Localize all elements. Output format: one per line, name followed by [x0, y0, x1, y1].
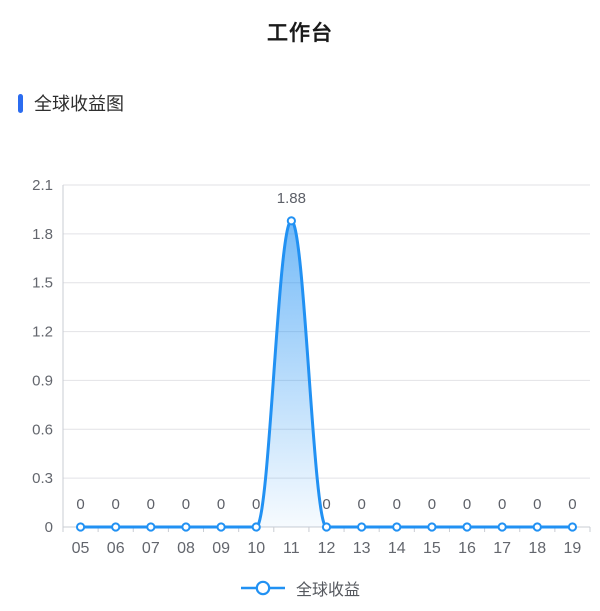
x-tick-label: 07	[142, 540, 160, 557]
y-tick-label: 1.5	[32, 275, 53, 292]
data-point-marker[interactable]	[567, 522, 578, 532]
data-point-marker[interactable]	[462, 522, 472, 532]
data-point-label: 0	[322, 496, 330, 513]
data-point-marker[interactable]	[357, 522, 367, 532]
x-tick-label: 08	[177, 540, 195, 557]
y-tick-label: 0.6	[32, 421, 53, 438]
x-tick-label: 17	[493, 540, 511, 557]
y-tick-label: 2.1	[32, 177, 53, 194]
data-point-label: 0	[252, 496, 260, 513]
legend-label: 全球收益	[295, 582, 360, 599]
revenue-chart: 0 0.3 0.6 0.9 1.2 1.5 1.8 2.1 05 06 07 08 09 10 11 12 13…	[0, 160, 600, 611]
data-point-label: 0	[217, 496, 225, 513]
data-point-marker[interactable]	[286, 216, 296, 226]
data-point-marker[interactable]	[251, 522, 261, 532]
data-point-marker[interactable]	[321, 522, 332, 532]
section-header: 全球收益图	[18, 90, 124, 116]
y-tick-label: 1.8	[32, 226, 53, 243]
data-point-marker[interactable]	[146, 522, 156, 532]
section-accent-bar-icon	[18, 93, 23, 113]
x-tick-label: 10	[247, 540, 265, 557]
legend-item-global-revenue[interactable]: 全球收益	[0, 576, 600, 600]
y-tick-label: 0	[45, 519, 53, 536]
x-tick-label: 14	[388, 540, 406, 557]
y-tick-label: 0.3	[32, 470, 53, 487]
data-point-label: 0	[76, 496, 84, 513]
x-tick-label: 16	[458, 540, 476, 557]
section-title: 全球收益图	[34, 94, 124, 114]
data-point-marker[interactable]	[111, 522, 121, 532]
data-point-marker[interactable]	[392, 522, 402, 532]
data-point-label: 0	[533, 496, 541, 513]
data-point-marker[interactable]	[427, 522, 437, 532]
data-point-label: 0	[112, 496, 120, 513]
revenue-chart-canvas: 0 0.3 0.6 0.9 1.2 1.5 1.8 2.1 05 06 07 08 09 10 11 12 13…	[32, 177, 591, 557]
x-tick-label: 11	[283, 540, 300, 557]
data-point-label: 0	[568, 496, 576, 513]
legend-line-icon	[240, 580, 285, 596]
x-tick-label: 18	[528, 540, 546, 557]
data-point-marker[interactable]	[75, 522, 86, 532]
data-point-label: 1.88	[277, 190, 306, 207]
data-point-label: 0	[428, 496, 436, 513]
page-title: 工作台	[267, 22, 333, 45]
data-point-label: 0	[463, 496, 471, 513]
x-tick-label: 15	[423, 540, 441, 557]
data-point-label: 0	[357, 496, 365, 513]
x-tick-label: 09	[212, 540, 230, 557]
series-area	[80, 220, 573, 528]
series-line	[79, 219, 574, 529]
data-point-label: 0	[393, 496, 401, 513]
data-point-marker[interactable]	[497, 522, 507, 532]
x-tick-label: 19	[564, 540, 582, 557]
data-point-marker[interactable]	[532, 522, 542, 532]
data-point-label: 0	[182, 496, 190, 513]
x-tick-label: 05	[72, 540, 90, 557]
data-point-marker[interactable]	[181, 522, 191, 532]
y-tick-label: 1.2	[32, 324, 53, 341]
x-tick-label: 13	[353, 540, 371, 557]
data-point-marker[interactable]	[216, 522, 226, 532]
data-point-label: 0	[147, 496, 155, 513]
x-tick-label: 06	[107, 540, 125, 557]
x-tick-label: 12	[318, 540, 336, 557]
data-point-label: 0	[498, 496, 506, 513]
y-tick-label: 0.9	[32, 372, 53, 389]
